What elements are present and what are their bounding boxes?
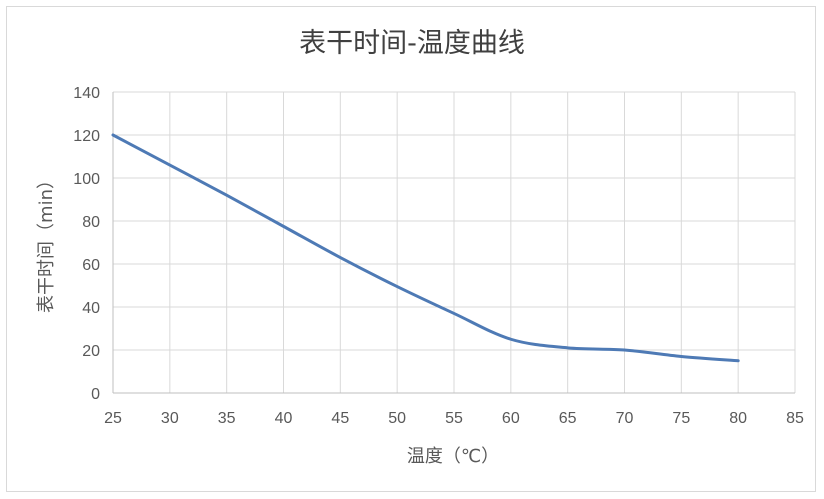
x-tick-label: 35 <box>218 410 236 427</box>
gridlines <box>113 91 796 393</box>
x-tick-label: 80 <box>729 410 747 427</box>
series-layer <box>111 133 740 363</box>
x-axis-title: 温度（℃） <box>407 446 499 467</box>
y-tick-label: 120 <box>73 128 100 145</box>
axes: 25 30 35 40 45 50 55 60 65 70 75 80 85 0 20 40 60 80 100 12… <box>73 85 804 427</box>
chart-title: 表干时间-温度曲线 <box>299 28 525 59</box>
x-tick-label: 45 <box>331 410 349 427</box>
x-tick-label: 55 <box>445 410 463 427</box>
x-tick-label: 40 <box>275 410 293 427</box>
y-axis-title: 表干时间（min） <box>36 171 57 313</box>
x-tick-label: 25 <box>104 410 122 427</box>
x-tick-label: 65 <box>559 410 577 427</box>
x-tick-label: 60 <box>502 410 520 427</box>
series-line <box>111 133 740 363</box>
x-tick-label: 50 <box>388 410 406 427</box>
y-tick-label: 100 <box>73 171 100 188</box>
y-tick-label: 20 <box>82 343 100 360</box>
y-tick-label: 40 <box>82 300 100 317</box>
x-tick-label: 30 <box>161 410 179 427</box>
y-tick-label: 0 <box>91 386 100 403</box>
x-tick-label: 70 <box>616 410 634 427</box>
y-tick-label: 60 <box>82 257 100 274</box>
y-tick-label: 80 <box>82 214 100 231</box>
x-tick-label: 85 <box>786 410 804 427</box>
x-tick-label: 75 <box>672 410 690 427</box>
y-tick-label: 140 <box>73 85 100 102</box>
